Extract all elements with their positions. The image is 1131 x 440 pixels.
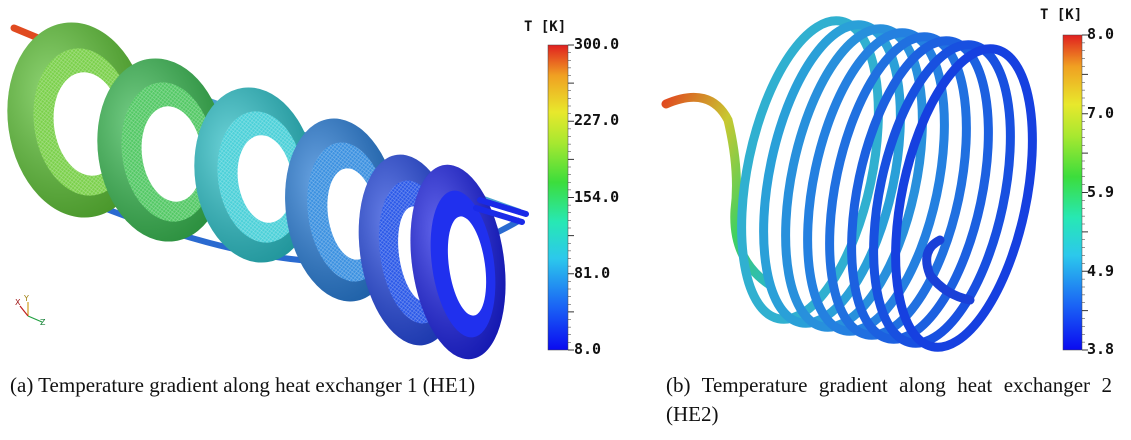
he2-helix-coil [737,16,1037,352]
he1-ring-3 [194,87,316,263]
he1-outlet-pipe [473,197,529,225]
he1-tick-label: 154.0 [574,188,620,206]
he1-render [7,22,574,360]
he2-outlet-pipe [922,235,975,305]
he2-colorbar [1062,34,1083,351]
axis-y-label: Y [24,294,29,303]
he2-colorbar-title: T [K] [1040,7,1083,23]
axes-triad [19,302,43,323]
he2-tick-label: 4.9 [1087,262,1115,280]
caption-he1: (a) Temperature gradient along heat exch… [10,373,476,397]
helix-loop [847,36,993,344]
he1-colorbar [547,44,569,351]
he1-colorbar-title: T [K] [524,19,567,35]
he1-colorbar-ticks [568,44,574,351]
he1-ring-6 [410,164,506,360]
he1-ring-2 [97,58,227,242]
he2-render [661,16,1088,352]
he2-tick-label: 3.8 [1087,340,1115,358]
panel-he2: T [K] 8.0 7.0 5.9 4.9 3.8 (b) Temperatur… [640,0,1131,440]
he2-tick-label: 5.9 [1087,183,1115,201]
he1-tick-label: 81.0 [574,264,611,282]
helix-loop [825,32,971,340]
he2-tick-label: 8.0 [1087,25,1115,43]
helix-loop [759,20,905,328]
helix-loop [869,40,1015,348]
he1-tick-label: 300.0 [574,35,620,53]
axis-x-label: X [15,298,21,307]
panel-he1: T [K] 300.0 227.0 154.0 81.0 8.0 Y X Z (… [7,19,620,397]
axis-z-label: Z [40,318,46,327]
he2-colorbar-ticks [1082,34,1088,351]
he2-tick-label: 7.0 [1087,104,1115,122]
he1-tick-label: 227.0 [574,111,620,129]
helix-loop [803,28,949,336]
helix-loop [737,16,883,324]
helix-loop [781,24,927,332]
helix-loop [891,44,1037,352]
caption-he2: (b) Temperature gradient along heat exch… [666,373,1112,426]
he1-tick-label: 8.0 [574,340,602,358]
